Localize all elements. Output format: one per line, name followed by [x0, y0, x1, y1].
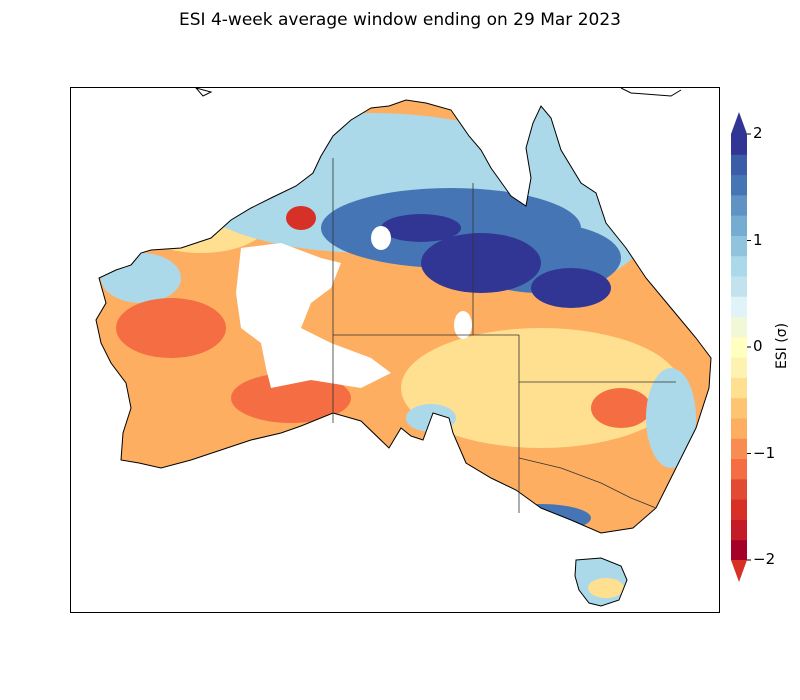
colorbar-segment: [731, 215, 747, 236]
colorbar-segment: [731, 438, 747, 460]
colorbar-segments: [731, 134, 747, 561]
colorbar-segment: [731, 397, 747, 419]
colorbar-tick-label: −1: [753, 443, 776, 462]
colorbar-segment: [731, 194, 747, 216]
australia-map: [95, 88, 712, 607]
chart-title: ESI 4-week average window ending on 29 M…: [179, 10, 621, 30]
very-dry-west: [116, 298, 226, 358]
colorbar-svg: [731, 112, 751, 582]
near-normal-mid: [501, 370, 561, 406]
colorbar-min-extend: [731, 560, 747, 582]
colorbar-max-extend: [731, 112, 747, 134]
colorbar-ticks: [747, 133, 751, 561]
new-guinea-fragment-1: [195, 88, 213, 97]
no-data-patch-2: [454, 311, 472, 339]
tasmania-field: [575, 558, 627, 606]
colorbar-tick-label: 1: [753, 230, 763, 249]
colorbar-segment: [731, 519, 747, 541]
very-dry-south: [231, 373, 351, 423]
colorbar-tick-label: 0: [753, 337, 763, 355]
colorbar-segment: [731, 458, 747, 480]
very-dry-se: [591, 388, 651, 428]
colorbar-segment: [731, 499, 747, 520]
colorbar-tick-label: 2: [753, 124, 763, 142]
colorbar-segment: [731, 134, 747, 155]
colorbar-segment: [731, 539, 747, 561]
esi-field: [96, 100, 711, 533]
colorbar-segment: [731, 336, 747, 358]
no-data-patch: [371, 226, 391, 250]
colorbar-segment: [731, 255, 747, 277]
moist-east-coast: [646, 368, 696, 468]
strong-wet-north: [381, 214, 461, 242]
map-panel: [70, 87, 720, 613]
colorbar-segment: [731, 276, 747, 297]
tas-near-normal: [588, 578, 624, 598]
colorbar-segment: [731, 418, 747, 439]
colorbar-segment: [731, 357, 747, 378]
state-borders: [332, 158, 676, 513]
mainland-coastline: [95, 99, 712, 534]
colorbar-segment: [731, 154, 747, 176]
nsw-vic-border: [518, 457, 657, 509]
colorbar-segment: [731, 296, 747, 318]
tasmania-coastline: [574, 557, 628, 607]
extreme-dry-north: [286, 206, 316, 230]
colorbar-segment: [731, 235, 747, 257]
colorbar-label: ESI (σ): [774, 322, 790, 370]
strong-wet-core: [421, 233, 541, 293]
colorbar-segment: [731, 478, 747, 500]
no-data-region: [236, 243, 391, 388]
moist-west-coast: [101, 253, 181, 303]
new-guinea-coastline: [620, 88, 682, 97]
strong-wet-east: [531, 268, 611, 308]
colorbar-segment: [731, 316, 747, 338]
colorbar-segment: [731, 377, 747, 399]
colorbar-tick-label: −2: [753, 550, 776, 568]
colorbar-segment: [731, 174, 747, 196]
colorbar: [728, 110, 768, 585]
